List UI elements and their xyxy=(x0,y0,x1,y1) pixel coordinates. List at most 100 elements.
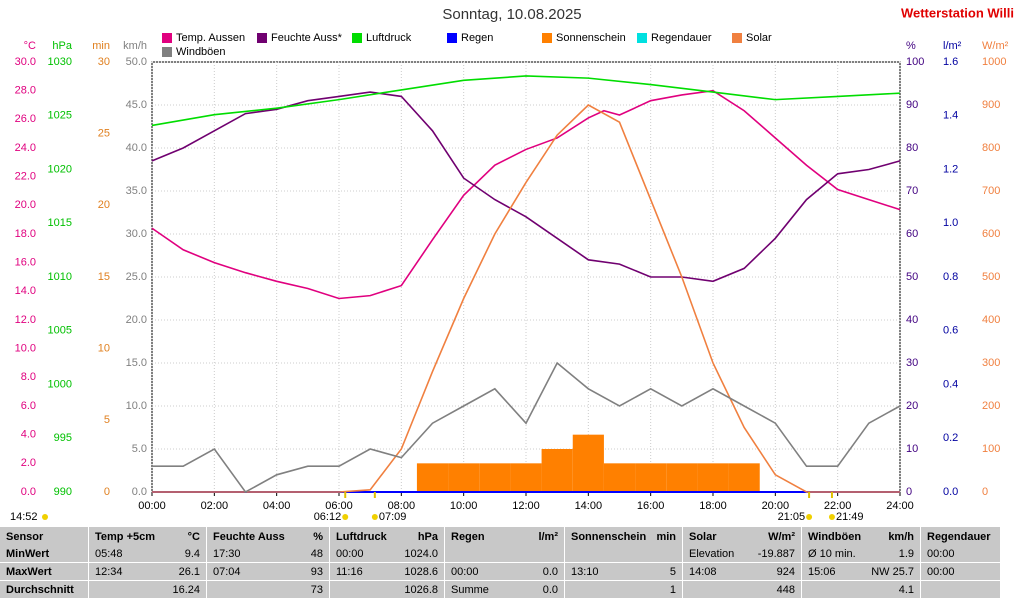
y-tick-label: 5.0 xyxy=(132,443,147,455)
y-tick-label: 700 xyxy=(982,185,1000,197)
header-unit: l/m² xyxy=(538,531,558,543)
sun-icon xyxy=(42,514,48,520)
y-tick-label: 0.6 xyxy=(943,325,958,337)
header-cell: Regen l/m² xyxy=(445,527,564,547)
x-tick-label: 16:00 xyxy=(637,500,665,512)
sun-time-label: 21:05 xyxy=(778,511,806,523)
legend-label: Luftdruck xyxy=(366,32,412,44)
sun-time-label: 07:09 xyxy=(379,511,407,523)
row-label: MaxWert xyxy=(0,563,88,580)
row-label: Durchschnitt xyxy=(0,581,88,598)
legend-swatch xyxy=(732,33,742,43)
y-tick-label: 0.8 xyxy=(943,271,958,283)
header-cell: Solar W/m² xyxy=(683,527,801,547)
legend-swatch xyxy=(162,33,172,43)
y-tick-label: 10.0 xyxy=(126,400,147,412)
table-cell: 11:16 1028.6 xyxy=(330,563,444,580)
y-tick-label: 80 xyxy=(906,142,918,154)
y-tick-label: 8.0 xyxy=(21,371,36,383)
y-tick-label: 60 xyxy=(906,228,918,240)
header-unit: min xyxy=(656,531,676,543)
y-tick-label: 1000 xyxy=(982,56,1006,68)
table-cell: 00:00 xyxy=(921,563,1000,580)
cell-value: 93 xyxy=(310,565,323,578)
chart-title: Sonntag, 10.08.2025 xyxy=(442,6,581,23)
cell-value: 924 xyxy=(776,565,795,578)
cell-value: NW 25.7 xyxy=(871,565,914,578)
table-cell xyxy=(921,581,1000,598)
y-tick-label: 28.0 xyxy=(15,85,36,97)
header-label: Windböen xyxy=(808,531,862,543)
table-cell: 73 xyxy=(207,581,329,598)
axis-unit: min xyxy=(92,40,110,52)
y-tick-label: 0 xyxy=(982,486,988,498)
cell-time: Ø 10 min. xyxy=(808,547,856,560)
x-tick-label: 00:00 xyxy=(138,500,166,512)
y-tick-label: 1000 xyxy=(48,378,72,390)
header-label: Solar xyxy=(689,531,717,543)
y-tick-label: 5 xyxy=(104,414,110,426)
table-cell: Summe 0.0 xyxy=(445,581,564,598)
y-tick-label: 12.0 xyxy=(15,314,36,326)
cell-time: Elevation xyxy=(689,547,735,560)
y-tick-label: 400 xyxy=(982,314,1000,326)
axis-unit: % xyxy=(906,40,916,52)
table-cell: 00:00 1024.0 xyxy=(330,545,444,562)
cell-value: 1 xyxy=(669,583,676,596)
y-tick-label: 40.0 xyxy=(126,142,147,154)
cell-time: 00:00 xyxy=(927,565,955,578)
y-tick-label: 500 xyxy=(982,271,1000,283)
x-tick-label: 20:00 xyxy=(762,500,790,512)
header-cell: Temp +5cm °C xyxy=(89,527,206,547)
cell-time: 17:30 xyxy=(213,547,241,560)
cell-value: 448 xyxy=(776,583,795,596)
y-tick-label: 100 xyxy=(906,56,924,68)
y-tick-label: 900 xyxy=(982,99,1000,111)
y-tick-label: 100 xyxy=(982,443,1000,455)
row-label: MinWert xyxy=(0,545,88,562)
header-cell: Sonnenschein min xyxy=(565,527,682,547)
legend-swatch xyxy=(257,33,267,43)
cell-time: 11:16 xyxy=(336,565,363,578)
y-tick-label: 90 xyxy=(906,99,918,111)
header-unit: hPa xyxy=(417,531,438,543)
table-cell: Ø 10 min. 1.9 xyxy=(802,545,920,562)
axis-unit: °C xyxy=(24,40,36,52)
legend-swatch xyxy=(162,47,172,57)
header-label: Temp +5cm xyxy=(95,531,156,543)
table-cell: 448 xyxy=(683,581,801,598)
header-label: Regendauer xyxy=(927,531,991,543)
sunshine-bar xyxy=(510,463,542,492)
x-tick-label: 10:00 xyxy=(450,500,478,512)
axis-unit: l/m² xyxy=(943,40,962,52)
cell-value: 1024.0 xyxy=(404,547,438,560)
sunshine-bar xyxy=(479,463,511,492)
y-tick-label: 24.0 xyxy=(15,142,36,154)
plot-area xyxy=(151,61,901,493)
cell-value: 9.4 xyxy=(184,547,200,560)
x-tick-label: 24:00 xyxy=(886,500,914,512)
x-tick-label: 22:00 xyxy=(824,500,852,512)
header-cell: Feuchte Auss% xyxy=(207,527,329,547)
y-tick-label: 70 xyxy=(906,185,918,197)
y-tick-label: 30.0 xyxy=(126,228,147,240)
legend-label: Regendauer xyxy=(651,32,712,44)
table-cell: 4.1 xyxy=(802,581,920,598)
cell-time: 07:04 xyxy=(213,565,241,578)
y-tick-label: 25 xyxy=(98,128,110,140)
y-tick-label: 4.0 xyxy=(21,429,36,441)
series-line xyxy=(151,89,901,300)
header-label: Regen xyxy=(451,531,485,543)
cell-value: 1026.8 xyxy=(404,583,438,596)
cell-time: 15:06 xyxy=(808,565,836,578)
header-cell: Windböen km/h xyxy=(802,527,920,547)
row-label-text: MinWert xyxy=(6,547,50,560)
cell-time: 00:00 xyxy=(336,547,364,560)
table-cell: 14:08 924 xyxy=(683,563,801,580)
sun-time-label: 21:49 xyxy=(836,511,864,523)
y-tick-label: 600 xyxy=(982,228,1000,240)
sunshine-bar xyxy=(666,463,698,492)
table-cell: 13:10 5 xyxy=(565,563,682,580)
sunshine-bar xyxy=(728,463,760,492)
header-unit: km/h xyxy=(888,531,914,543)
